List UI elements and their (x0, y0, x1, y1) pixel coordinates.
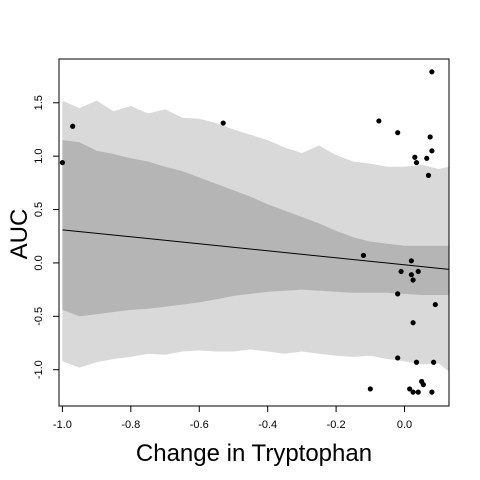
data-point (70, 123, 76, 129)
y-axis-title: AUC (6, 209, 33, 260)
data-point (410, 389, 416, 395)
inner-prediction-band (62, 140, 450, 317)
data-point (413, 359, 420, 365)
data-point (398, 268, 404, 275)
data-point (415, 268, 421, 275)
data-point (420, 382, 426, 388)
y-axis: -1.0 -0.5 0.0 0.5 1.0 1.5 (33, 95, 60, 379)
x-tick-label: -0.6 (190, 419, 209, 431)
data-point (427, 134, 433, 140)
x-axis: -1.0 -0.8 -0.6 -0.4 -0.2 0.0 (53, 405, 412, 431)
x-tick-label: -1.0 (53, 419, 72, 431)
plot-area (59, 69, 450, 395)
x-tick-label: -0.2 (327, 419, 346, 431)
data-point (429, 69, 435, 75)
data-point (415, 389, 421, 395)
x-tick-label: -0.8 (121, 419, 140, 431)
data-point (410, 277, 416, 283)
data-point (376, 118, 382, 124)
data-point (412, 154, 418, 160)
data-point (395, 291, 401, 297)
data-point (432, 301, 438, 308)
data-point (413, 159, 420, 166)
data-point (59, 159, 66, 166)
y-tick-label: -1.0 (33, 360, 45, 379)
y-tick-label: 1.5 (33, 95, 45, 110)
data-point (220, 120, 226, 126)
y-tick-label: 0.5 (33, 202, 45, 217)
data-point (408, 272, 414, 278)
data-point (429, 389, 435, 395)
x-axis-title: Change in Tryptophan (136, 440, 372, 467)
y-tick-label: 1.0 (33, 149, 45, 164)
data-point (424, 155, 430, 161)
x-tick-label: -0.4 (258, 419, 277, 431)
data-point (429, 148, 435, 154)
data-point (360, 252, 367, 259)
y-tick-label: 0.0 (33, 255, 45, 270)
data-point (410, 320, 416, 326)
x-tick-label: 0.0 (397, 419, 412, 431)
regression-line (62, 229, 450, 270)
data-point (395, 355, 401, 361)
data-point (425, 172, 432, 178)
data-point (408, 258, 414, 264)
data-point (395, 130, 401, 136)
data-point (431, 359, 437, 365)
y-tick-label: -0.5 (33, 307, 45, 326)
data-point (367, 386, 373, 392)
data-point (407, 386, 413, 392)
